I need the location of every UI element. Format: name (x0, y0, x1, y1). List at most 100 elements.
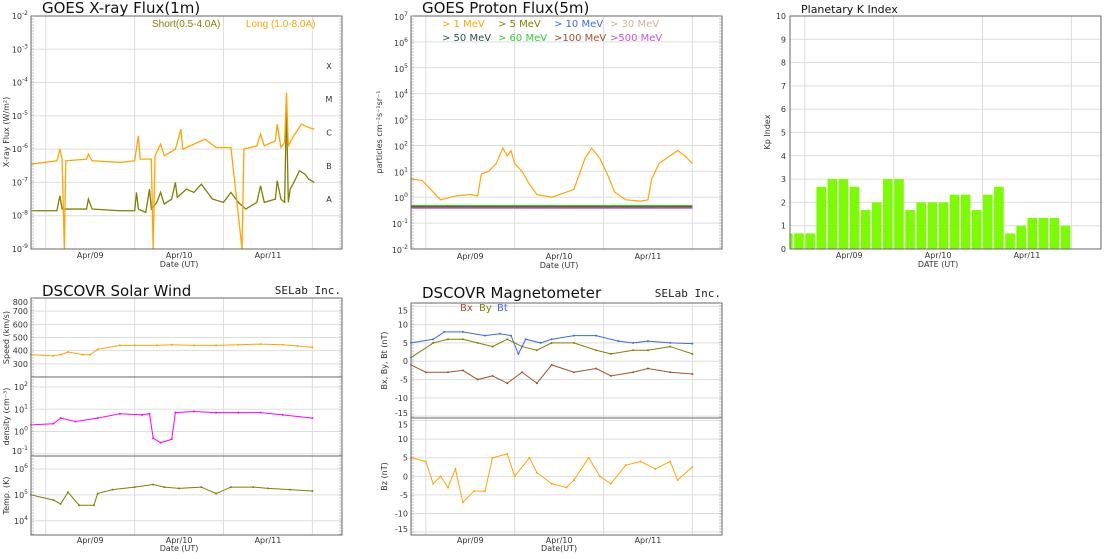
y-tick-label: 10-2 (12, 10, 28, 21)
y-tick-label: 107 (394, 11, 408, 22)
mag-series-bx-point (424, 371, 427, 374)
solar-wind-series-point (133, 344, 136, 347)
solar-wind-series-point (281, 413, 284, 416)
y-tick-label: 0 (403, 357, 408, 366)
solar-wind-series-point (67, 491, 70, 494)
y-tick-label: 10 (776, 12, 786, 21)
y-axis-label: Kp Index (763, 114, 772, 149)
kp-bar (883, 179, 893, 249)
y-axis-label: Bx, By, Bt (nT) (380, 332, 389, 390)
legend-entry: > 60 MeV (498, 33, 547, 44)
y-tick-label: 10-8 (12, 210, 28, 221)
mag-series-bz-trace (410, 453, 693, 504)
y-axis-label: Bz (nT) (380, 462, 389, 490)
kp-bar (1016, 225, 1026, 249)
kp-bar (838, 179, 849, 249)
xray-series-line (31, 105, 315, 214)
mag-series-by-point (447, 338, 450, 341)
xray-series-line (31, 92, 315, 250)
y-tick-label: 7 (781, 82, 786, 91)
y-tick-label: 10-2 (392, 244, 408, 255)
solar-wind-series-point (52, 422, 55, 425)
chart-title: DSCOVR Magnetometer (422, 284, 602, 302)
credit-label: SELab Inc. (655, 287, 721, 300)
y-tick-label: 600 (13, 320, 28, 329)
y-tick-label: 700 (13, 307, 28, 316)
mag-series-by-point (506, 338, 509, 341)
solar-wind-series-point (78, 504, 81, 507)
solar-wind-series-point (170, 438, 173, 441)
kp-bar (790, 233, 793, 249)
y-tick-label: 15 (398, 421, 408, 430)
mag-series-bz-point (598, 475, 601, 478)
x-tick-label: Apr/09 (457, 536, 484, 545)
legend-entry: By (479, 303, 492, 314)
solar-wind-series-point (52, 499, 55, 502)
mag-series-bz-point (528, 456, 531, 459)
solar-wind-series-point (252, 486, 255, 489)
x-tick-label: Apr/10 (166, 251, 193, 260)
solar-wind-series-point (96, 348, 99, 351)
solar-wind-series-point (192, 344, 195, 347)
mag-series-bz-point (624, 464, 627, 467)
mag-series-bz-point (654, 467, 657, 470)
solar-wind-series-trace (30, 410, 313, 444)
y-axis-label: X-ray Flux (W/m²) (2, 97, 11, 167)
mag-series-bx-trace (410, 364, 693, 384)
y-tick-label: 4 (781, 152, 786, 161)
kp-bar (916, 202, 926, 249)
mag-series-by-point (491, 345, 494, 348)
kp-bar (1027, 218, 1038, 249)
x-tick-label: Apr/11 (255, 536, 282, 545)
mag-series-bz-point (669, 460, 672, 463)
y-tick-label: 101 (14, 403, 28, 414)
solar-wind-series-point (170, 343, 173, 346)
solar-wind-series-point (259, 411, 262, 414)
mag-series-by-point (632, 349, 635, 352)
x-axis-label: DATE (UT) (918, 260, 958, 269)
y-tick-label: 6 (781, 105, 786, 114)
y-tick-label: 102 (394, 140, 408, 151)
y-tick-label: 106 (394, 37, 408, 48)
plot-frame (410, 302, 723, 419)
x-tick-label: Apr/09 (77, 251, 104, 260)
legend-entry: > 5 MeV (498, 19, 541, 30)
solar-wind-series-point (178, 487, 181, 490)
x-tick-label: Apr/11 (635, 252, 662, 261)
mag-series-by-point (550, 341, 553, 344)
kp-bar (960, 194, 971, 249)
solar-wind-series-point (215, 411, 218, 414)
y-tick-label: 0 (781, 245, 786, 254)
flare-class-label: B (326, 162, 332, 171)
mag-series-bt-point (550, 338, 553, 341)
y-tick-label: 1 (781, 222, 786, 231)
chart-title: DSCOVR Solar Wind (42, 282, 191, 300)
mag-series-bx-point (595, 367, 598, 370)
y-tick-label: 104 (14, 515, 28, 526)
mag-series-bz-point (639, 460, 642, 463)
legend-entry: >500 MeV (610, 33, 662, 44)
mag-series-bz-point (432, 482, 435, 485)
mag-series-bx-point (461, 369, 464, 372)
y-tick-label: 10 (398, 321, 408, 330)
mag-series-bz-point (565, 486, 568, 489)
plot-frame (410, 417, 723, 536)
solar-wind-series-point (89, 353, 92, 356)
mag-series-by-point (595, 349, 598, 352)
solar-wind-series-point (148, 412, 151, 415)
x-axis-label: Date (UT) (160, 260, 199, 269)
flare-class-label: A (326, 195, 332, 204)
y-tick-label: 104 (394, 89, 408, 100)
legend-entry: >100 MeV (554, 33, 606, 44)
y-tick-label: 0 (403, 472, 408, 481)
mag-series-bx-point (572, 371, 575, 374)
mag-series-bx-point (550, 363, 553, 366)
y-tick-label: 106 (14, 463, 28, 474)
mag-series-bx-point (447, 371, 450, 374)
mag-series-bt-point (646, 340, 649, 343)
y-tick-label: 2 (781, 198, 786, 207)
mag-series-bz-point (424, 460, 427, 463)
proton-series-line (410, 146, 693, 202)
kp-bar (816, 186, 827, 249)
mag-series-by-point (432, 341, 435, 344)
